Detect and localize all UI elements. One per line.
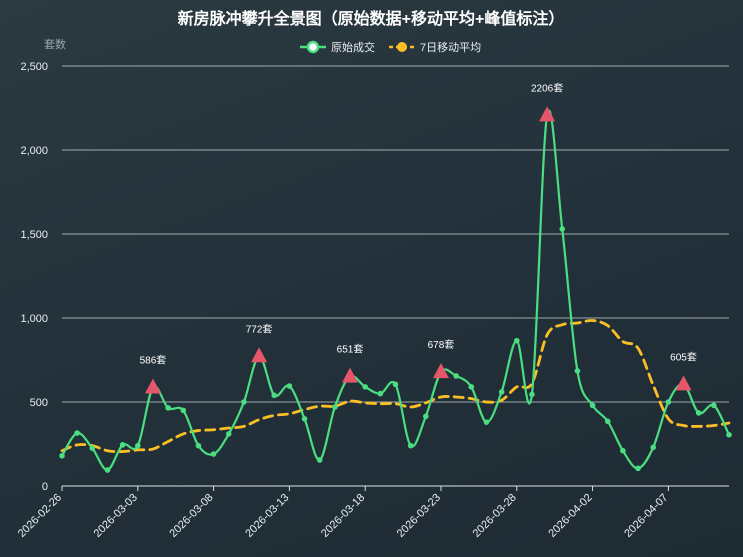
raw-point xyxy=(286,383,293,389)
raw-point xyxy=(483,419,490,425)
raw-point xyxy=(589,402,596,409)
peak-label: 678套 xyxy=(428,338,455,351)
raw-point xyxy=(104,467,111,473)
x-tick-label: 2026-03-18 xyxy=(319,492,367,540)
raw-point xyxy=(711,402,717,409)
x-tick-label: 2026-03-28 xyxy=(471,492,519,540)
legend[interactable]: 原始成交 7日移动平均 xyxy=(300,40,481,54)
raw-point xyxy=(665,399,672,405)
raw-point xyxy=(165,405,171,411)
series-raw xyxy=(59,109,732,473)
chart-title: 新房脉冲攀升全景图（原始数据+移动平均+峰值标注） xyxy=(178,9,565,28)
raw-point xyxy=(407,442,414,449)
peak-label: 605套 xyxy=(670,350,697,363)
raw-point xyxy=(635,465,641,472)
raw-point xyxy=(498,389,505,395)
x-tick-label: 2026-04-07 xyxy=(622,492,670,540)
peak-marker xyxy=(342,367,359,383)
series-moving-average xyxy=(60,319,731,454)
peak-marker xyxy=(251,347,268,363)
legend-raw-marker xyxy=(306,40,320,54)
raw-point xyxy=(180,407,187,414)
raw-point xyxy=(574,368,581,374)
y-tick-label: 1,000 xyxy=(20,313,48,325)
raw-point xyxy=(377,390,384,397)
raw-point xyxy=(513,337,520,344)
y-tick-label: 2,500 xyxy=(20,61,48,73)
raw-point xyxy=(604,418,611,425)
moving-average-line xyxy=(60,319,731,454)
grid-lines xyxy=(62,65,729,403)
raw-point xyxy=(241,399,247,405)
raw-point xyxy=(423,413,429,420)
raw-point xyxy=(316,457,323,463)
raw-point xyxy=(59,452,65,459)
raw-point xyxy=(392,381,399,388)
raw-line xyxy=(61,109,730,472)
raw-point xyxy=(134,442,141,449)
raw-point xyxy=(559,226,566,232)
peak-annotations: 586套 772套 651套 678套 2206套 605套 xyxy=(140,81,697,394)
legend-ma-label: 7日移动平均 xyxy=(420,41,481,54)
y-tick-label: 500 xyxy=(30,397,48,409)
raw-point xyxy=(468,384,475,390)
peak-label: 772套 xyxy=(246,322,273,335)
x-tick-label: 2026-03-03 xyxy=(92,492,140,540)
raw-point xyxy=(301,416,308,422)
raw-point xyxy=(119,442,126,448)
legend-ma-marker xyxy=(397,42,407,52)
raw-point xyxy=(695,410,702,416)
y-tick-label: 0 xyxy=(42,481,48,493)
raw-point xyxy=(362,384,368,390)
peak-label: 586套 xyxy=(140,354,167,367)
raw-point xyxy=(650,444,657,451)
x-tick-label: 2026-03-13 xyxy=(243,492,291,540)
raw-point xyxy=(332,404,338,410)
raw-point xyxy=(89,445,96,452)
peak-label: 2206套 xyxy=(531,81,563,94)
x-axis: 2026-02-26 2026-03-03 2026-03-08 2026-03-13… xyxy=(16,485,729,540)
peak-marker xyxy=(144,378,161,394)
raw-point xyxy=(453,373,459,379)
peak-label: 651套 xyxy=(337,343,364,356)
y-tick-label: 1,500 xyxy=(20,229,48,241)
peak-marker xyxy=(675,375,692,391)
y-axis-label: 套数 xyxy=(44,38,66,51)
peak-marker xyxy=(432,363,449,379)
x-tick-label: 2026-04-02 xyxy=(546,492,594,540)
raw-point xyxy=(726,431,732,438)
y-tick-label: 2,000 xyxy=(20,145,48,157)
x-tick-label: 2026-03-23 xyxy=(395,492,443,540)
raw-point xyxy=(271,392,278,399)
y-axis-ticks: 0 500 1,000 1,500 2,000 2,500 xyxy=(20,61,48,493)
x-tick-label: 2026-02-26 xyxy=(16,492,64,540)
raw-point xyxy=(225,431,232,437)
raw-point xyxy=(195,442,202,449)
peak-marker xyxy=(539,106,556,122)
raw-point xyxy=(529,391,535,398)
raw-point xyxy=(210,451,217,457)
raw-point xyxy=(74,430,80,436)
legend-raw-label: 原始成交 xyxy=(331,40,375,54)
raw-point xyxy=(620,447,626,454)
x-tick-label: 2026-03-08 xyxy=(167,492,215,540)
